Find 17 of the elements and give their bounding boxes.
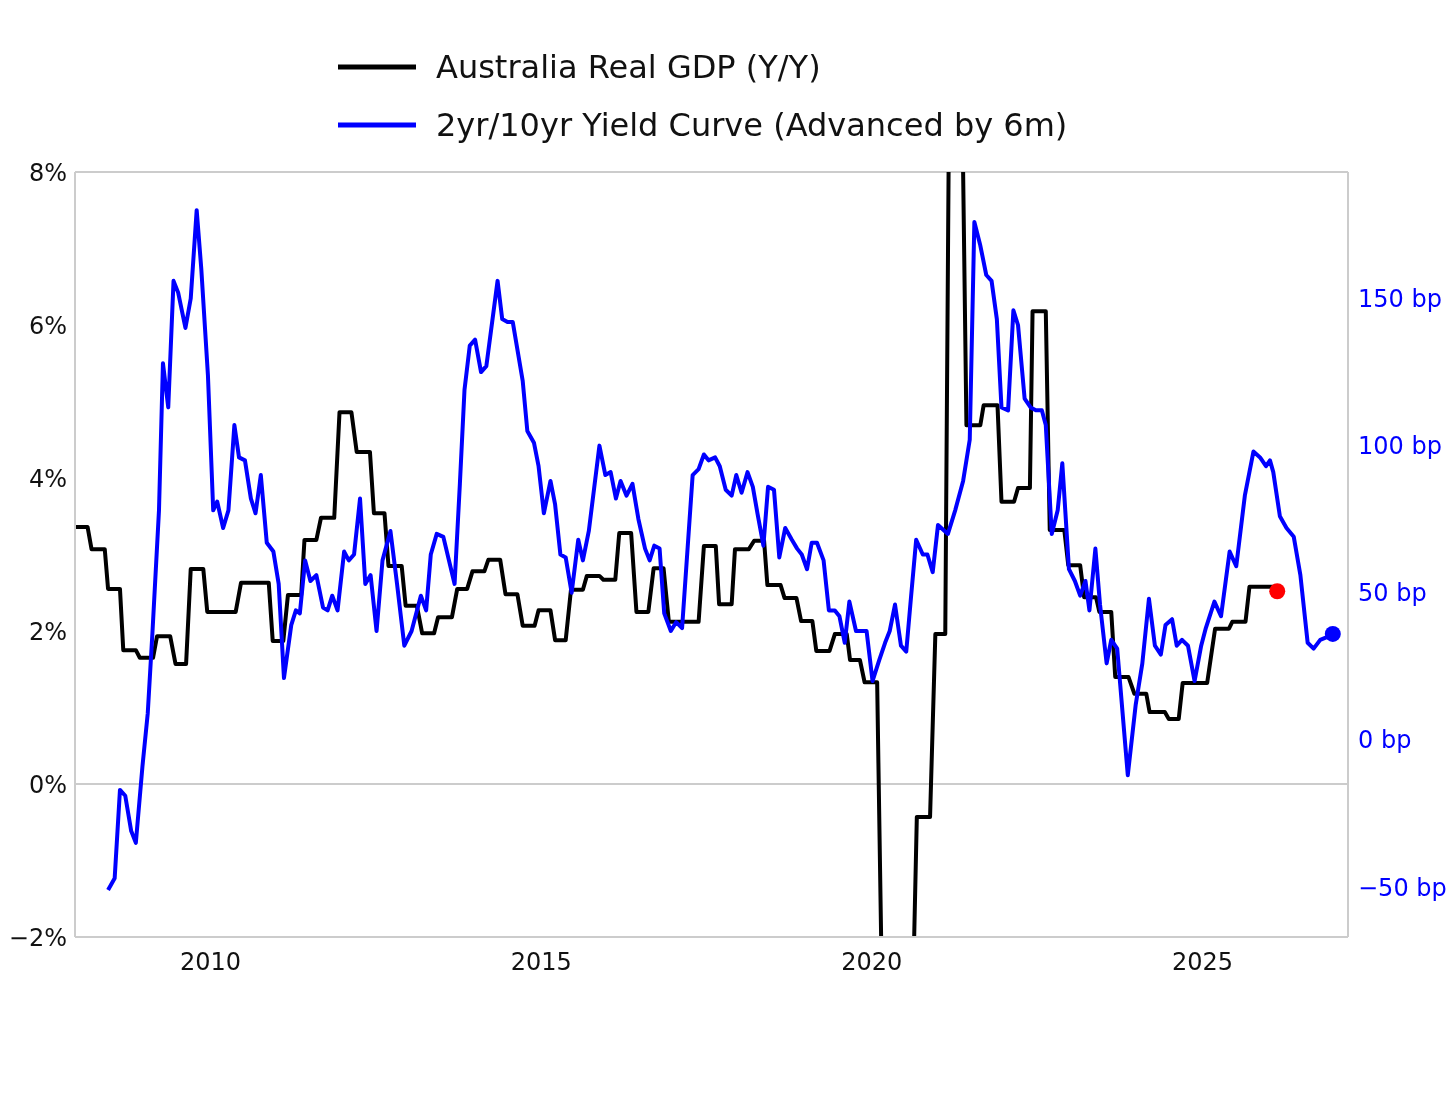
- y-tick-label: 4%: [28, 464, 67, 493]
- x-tick-label: 2010: [180, 948, 242, 977]
- y2-tick-label: 150 bp: [1358, 285, 1442, 314]
- y2-tick-label: 50 bp: [1358, 579, 1427, 608]
- y-tick-label: 0%: [28, 770, 67, 799]
- x-tick-label: 2015: [510, 948, 572, 977]
- legend-label: 2yr/10yr Yield Curve (Advanced by 6m): [436, 106, 1068, 144]
- y-tick-label: 8%: [28, 158, 67, 187]
- y-tick-label: 2%: [28, 617, 67, 646]
- x-tick-label: 2025: [1171, 948, 1234, 977]
- legend-label: Australia Real GDP (Y/Y): [436, 48, 821, 86]
- y-tick-label: 6%: [28, 311, 67, 340]
- x-tick-label: 2020: [841, 948, 903, 977]
- y2-tick-label: 0 bp: [1358, 726, 1412, 755]
- y-tick-label: −2%: [8, 923, 67, 952]
- y2-tick-label: 100 bp: [1358, 432, 1442, 461]
- y2-tick-label: −50 bp: [1358, 873, 1447, 902]
